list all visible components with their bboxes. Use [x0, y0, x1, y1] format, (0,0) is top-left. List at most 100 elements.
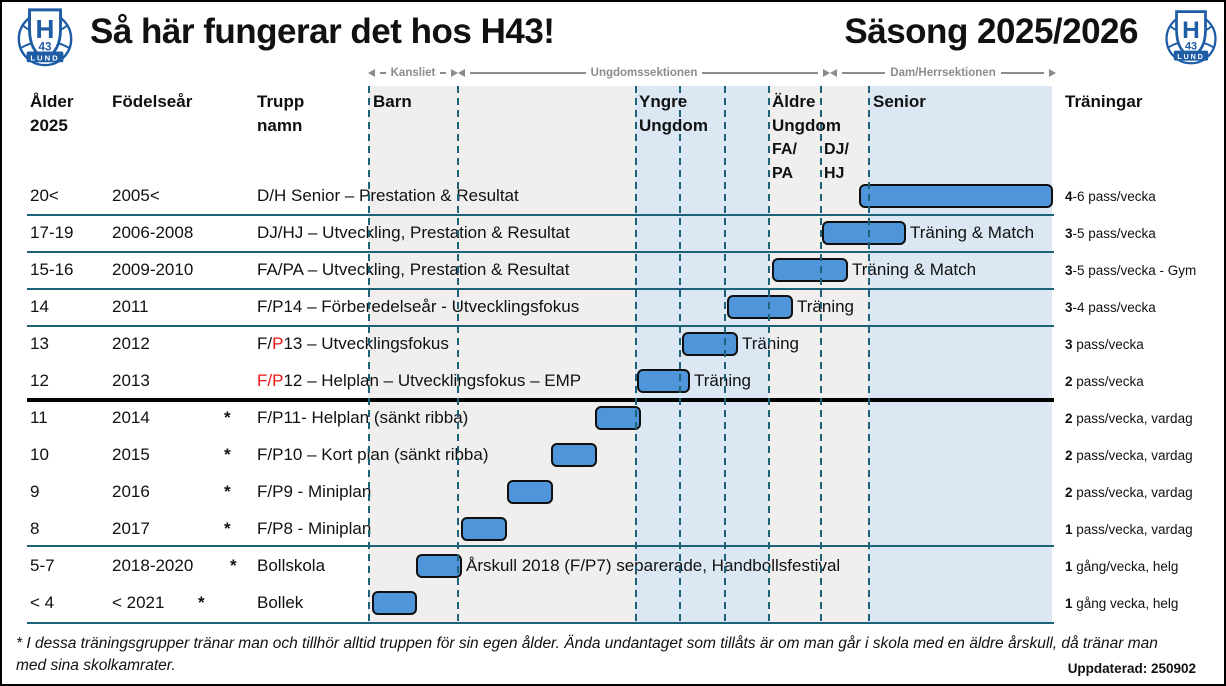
troop-name: F/P9 - Miniplan	[257, 479, 371, 505]
band-sublabel-dj: DJ/ HJ	[824, 141, 849, 182]
troop-name-part: DJ/HJ – Utveckling, Prestation & Resulta…	[257, 223, 570, 242]
table-row: < 4 < 2021 * Bollek 1 gång vecka, helg	[2, 590, 1224, 616]
band-label-yngre-ungdom: Yngre Ungdom	[639, 92, 708, 135]
bar-label: Träning	[797, 297, 855, 316]
arrow-line	[702, 71, 818, 74]
troop-name: Bollskola	[257, 553, 325, 579]
age-cell: 10	[30, 445, 49, 464]
training-cell: 1 gång/vecka, helg	[1065, 557, 1178, 577]
training-count: 1	[1065, 596, 1073, 611]
birth-year-cell: 2011	[112, 297, 149, 316]
table-row: 5-7 2018-2020 * Bollskola Årskull 2018 (F/P7…	[2, 553, 1224, 579]
section-label: Kansliet	[390, 66, 436, 79]
age-header-line2: 2025	[30, 116, 68, 135]
training-count: 2	[1065, 374, 1073, 389]
birth-year-cell: 2006-2008	[112, 223, 194, 242]
troop-name-part: F/	[257, 334, 273, 353]
training-count: 3	[1065, 337, 1073, 352]
training-cell: 2 pass/vecka, vardag	[1065, 409, 1193, 429]
dashed-column-line	[679, 86, 681, 624]
training-cell: 3 pass/vecka	[1065, 335, 1144, 355]
arrow-left-icon	[458, 68, 465, 77]
troop-name: F/P13 – Utvecklingsfokus	[257, 331, 449, 357]
gantt-bar	[682, 332, 738, 356]
training-detail: -4 pass/vecka	[1072, 300, 1156, 315]
arrow-right-icon	[451, 68, 458, 77]
arrow-line	[440, 71, 446, 74]
birth-year-cell: 2017	[112, 519, 150, 538]
age-cell: 14	[30, 297, 49, 316]
training-detail: -5 pass/vecka	[1072, 226, 1156, 241]
troop-name-part: 12 – Helplan – Utvecklingsfokus – EMP	[283, 371, 582, 390]
separator-line-thin	[27, 214, 1054, 216]
training-count: 3	[1065, 226, 1073, 241]
gantt-bar	[822, 221, 906, 245]
age-cell: 11	[30, 408, 48, 427]
troop-name-part: F/P	[257, 371, 284, 390]
gantt-bar	[595, 406, 641, 430]
troop-header-line2: namn	[257, 116, 303, 135]
birth-year-cell: 2015	[112, 445, 150, 464]
star-marker: *	[198, 593, 205, 612]
updated-stamp: Uppdaterad: 250902	[1067, 661, 1196, 676]
star-marker: *	[224, 482, 231, 501]
birth-year-cell: 2013	[112, 371, 150, 390]
table-row: 10 2015 * F/P10 – Kort plan (sänkt ribba) 2 …	[2, 442, 1224, 468]
training-detail: pass/vecka	[1072, 374, 1144, 389]
arrow-line	[1000, 71, 1044, 74]
gantt-bar	[727, 295, 793, 319]
gantt-bar	[637, 369, 690, 393]
band-aldre-ungdom	[768, 86, 868, 624]
band-senior	[868, 86, 1052, 624]
birth-year-cell: 2016	[112, 482, 150, 501]
training-cell: 3-4 pass/vecka	[1065, 298, 1156, 318]
table-row: 20< 2005< D/H Senior – Prestation & Result…	[2, 183, 1224, 209]
bar-label: Träning	[694, 371, 752, 390]
training-count: 4	[1065, 189, 1073, 204]
age-cell: 15-16	[30, 260, 74, 279]
column-header-birth-year: Födelseår	[112, 92, 193, 111]
age-cell: 9	[30, 482, 40, 501]
training-cell: 2 pass/vecka, vardag	[1065, 446, 1193, 466]
dashed-column-line	[368, 86, 370, 624]
dashed-column-line	[635, 86, 637, 624]
age-cell: 12	[30, 371, 49, 390]
section-arrow-kansliet: Kansliet	[368, 65, 458, 80]
troop-name-part: F/P9 - Miniplan	[257, 482, 372, 501]
separator-line-thin	[27, 325, 1054, 327]
training-cell: 4-6 pass/vecka	[1065, 187, 1156, 207]
training-count: 1	[1065, 559, 1073, 574]
age-cell: 8	[30, 519, 40, 538]
separator-line-thin	[27, 288, 1054, 290]
training-cell: 2 pass/vecka, vardag	[1065, 483, 1193, 503]
table-row: 9 2016 * F/P9 - Miniplan 2 pass/vecka, varda…	[2, 479, 1224, 505]
training-detail: gång vecka, helg	[1072, 596, 1179, 611]
training-detail: pass/vecka	[1072, 337, 1144, 352]
training-count: 1	[1065, 522, 1073, 537]
troop-name: Bollek	[257, 590, 303, 616]
table-row: 8 2017 * F/P8 - Miniplan 1 pass/vecka, varda…	[2, 516, 1224, 542]
bar-label: Träning & Match	[910, 223, 1035, 242]
training-count: 2	[1065, 448, 1073, 463]
birth-year-cell: 2012	[112, 334, 150, 353]
training-detail: gång/vecka, helg	[1072, 559, 1179, 574]
page-title: Så här fungerar det hos H43!	[90, 12, 555, 51]
training-detail: -5 pass/vecka - Gym	[1072, 263, 1197, 278]
dashed-column-line	[724, 86, 726, 624]
gantt-bar	[551, 443, 597, 467]
h43-logo-left	[17, 8, 73, 67]
column-header-age: Ålder 2025	[30, 90, 73, 138]
column-header-troop: Trupp namn	[257, 90, 304, 138]
arrow-right-icon	[1049, 68, 1056, 77]
troop-name-part: FA/PA – Utveckling, Prestation & Resulta…	[257, 260, 570, 279]
star-marker: *	[224, 408, 231, 427]
arrow-left-icon	[830, 68, 837, 77]
table-row: 13 2012 F/P13 – Utvecklingsfokus Träning 3 p…	[2, 331, 1224, 357]
training-detail: pass/vecka, vardag	[1072, 522, 1193, 537]
training-cell: 3-5 pass/vecka	[1065, 224, 1156, 244]
training-cell: 1 pass/vecka, vardag	[1065, 520, 1193, 540]
training-cell: 3-5 pass/vecka - Gym	[1065, 261, 1196, 281]
arrow-line	[380, 71, 386, 74]
age-cell: < 4	[30, 593, 55, 612]
training-detail: -6 pass/vecka	[1072, 189, 1156, 204]
